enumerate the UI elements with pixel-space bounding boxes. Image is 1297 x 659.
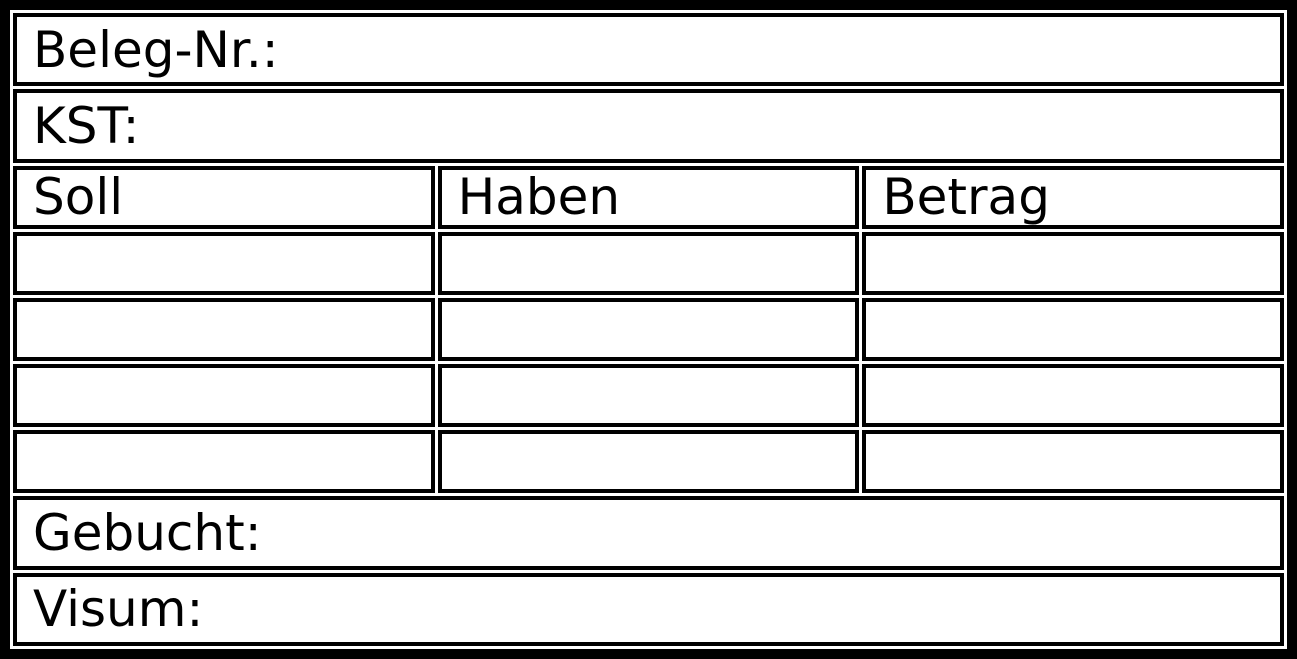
column-header-betrag: Betrag <box>862 165 1284 229</box>
column-header-soll-label: Soll <box>33 168 124 227</box>
beleg-nr-row: Beleg-Nr.: <box>13 13 1284 87</box>
table-cell-empty <box>437 430 860 494</box>
table-cell-empty <box>13 364 435 428</box>
column-header-haben-label: Haben <box>457 168 621 227</box>
table-cell-empty <box>13 297 435 361</box>
column-header-betrag-label: Betrag <box>882 168 1050 227</box>
table-cell-empty <box>862 364 1284 428</box>
visum-label: Visum: <box>33 580 204 639</box>
table-cell-empty <box>13 231 435 295</box>
beleg-nr-label: Beleg-Nr.: <box>33 20 279 79</box>
booking-table: Soll Haben Betrag <box>13 165 1284 494</box>
kst-label: KST: <box>33 97 140 156</box>
table-cell-empty <box>437 297 860 361</box>
column-header-soll: Soll <box>13 165 435 229</box>
table-cell-empty <box>437 364 860 428</box>
table-cell-empty <box>862 231 1284 295</box>
table-cell-empty <box>862 430 1284 494</box>
kst-row: KST: <box>13 89 1284 163</box>
visum-row: Visum: <box>13 572 1284 646</box>
gebucht-row: Gebucht: <box>13 496 1284 570</box>
table-cell-empty <box>862 297 1284 361</box>
table-cell-empty <box>13 430 435 494</box>
table-cell-empty <box>437 231 860 295</box>
gebucht-label: Gebucht: <box>33 503 262 562</box>
column-header-haben: Haben <box>437 165 860 229</box>
